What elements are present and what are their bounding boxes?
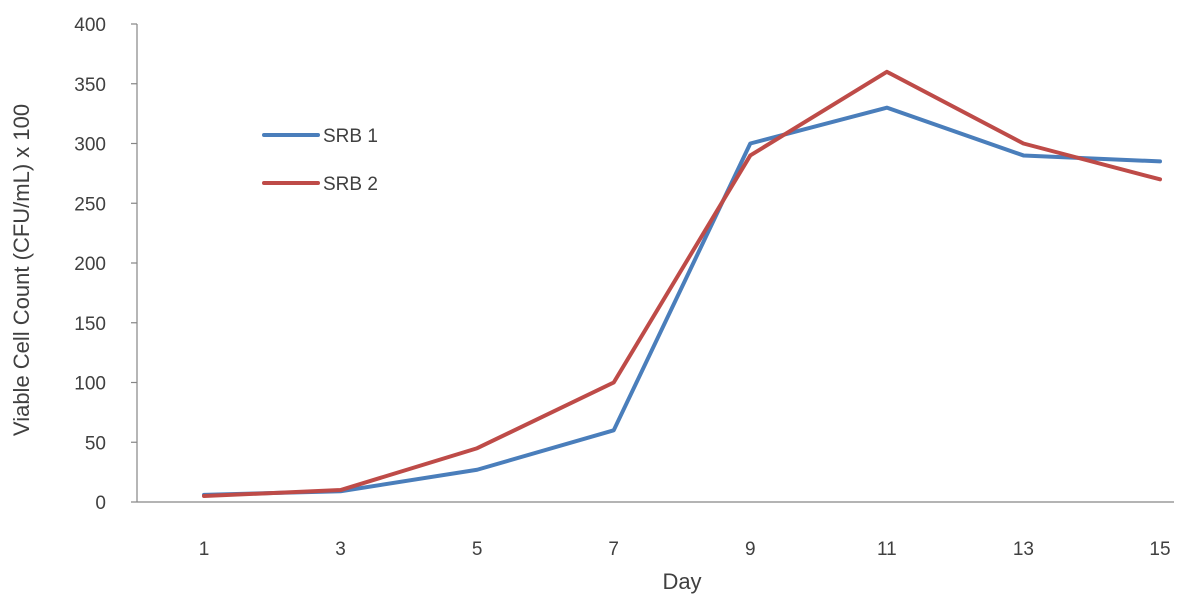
y-tick-label: 100 (74, 374, 106, 395)
y-tick-label: 0 (95, 493, 106, 514)
x-tick-label: 7 (608, 539, 619, 560)
x-tick-label: 11 (877, 539, 897, 560)
x-tick-label: 5 (472, 539, 483, 560)
x-tick-label: 15 (1149, 539, 1170, 560)
y-axis-title: Viable Cell Count (CFU/mL) x 100 (9, 104, 34, 436)
x-tick-label: 9 (745, 539, 756, 560)
y-tick-label: 350 (74, 75, 106, 96)
x-tick-label: 3 (335, 539, 346, 560)
series-lines (202, 69, 1162, 499)
y-axis: 0 50 100 150 200 250 300 350 400 (74, 15, 138, 514)
x-tick-label: 1 (199, 539, 210, 560)
y-tick-label: 200 (74, 254, 106, 275)
y-tick-label: 300 (74, 135, 106, 156)
x-axis-title: Day (662, 569, 701, 594)
legend-label-1: SRB 1 (323, 126, 378, 147)
y-tick-label: 250 (74, 194, 106, 215)
legend: SRB 1 SRB 2 (262, 126, 378, 195)
x-tick-label: 13 (1013, 539, 1034, 560)
y-tick-label: 400 (74, 15, 106, 36)
y-tick-label: 50 (85, 433, 106, 454)
series-line-1 (202, 105, 1162, 497)
x-axis: 1 3 5 7 9 11 13 15 (137, 501, 1174, 560)
y-tick-label: 150 (74, 314, 106, 335)
legend-label-2: SRB 2 (323, 174, 378, 195)
series-line-2 (202, 69, 1162, 499)
